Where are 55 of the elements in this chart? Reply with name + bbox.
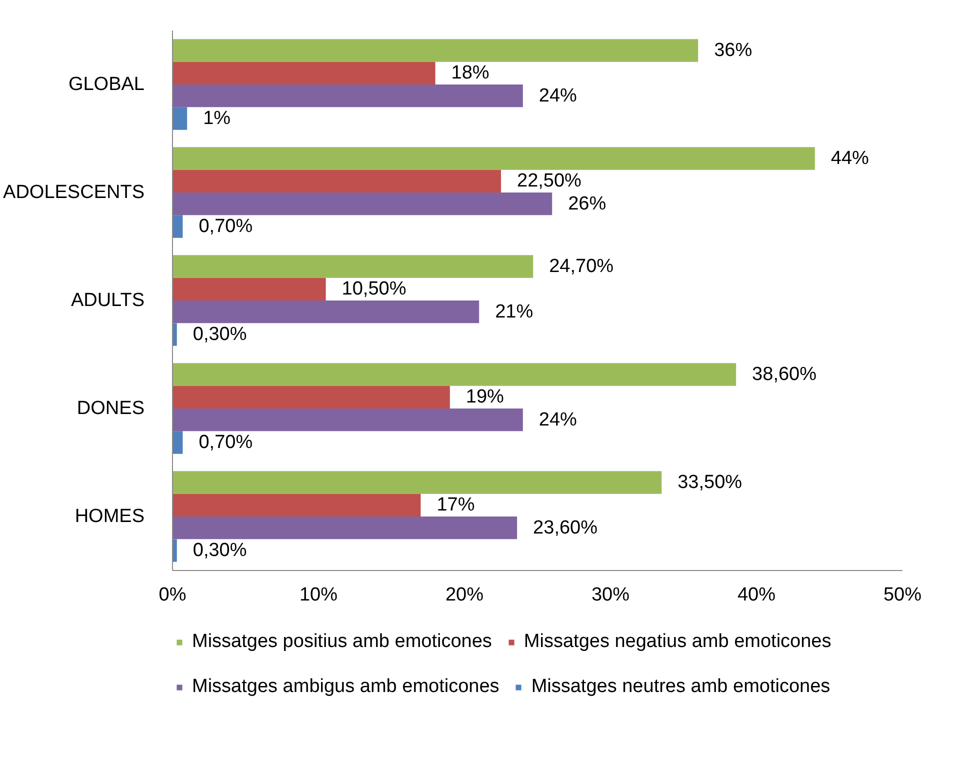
legend-label: Missatges positius amb emoticones: [192, 631, 492, 653]
data-label: 0,30%: [192, 324, 247, 346]
x-tick-label: 50%: [883, 584, 922, 606]
bar: [172, 386, 450, 408]
bar: [172, 471, 662, 494]
bar: [172, 408, 523, 432]
y-tick-label: HOMES: [74, 506, 145, 527]
data-label: 19%: [466, 386, 504, 408]
bar: [172, 278, 326, 300]
bar: [172, 107, 188, 130]
bar: [172, 62, 436, 84]
bar: [172, 84, 523, 108]
data-label: 21%: [495, 301, 534, 322]
data-label: 22,50%: [517, 170, 582, 192]
x-tick-label: 20%: [445, 584, 484, 606]
x-tick-label: 30%: [591, 584, 630, 606]
data-label: 10,50%: [342, 278, 406, 300]
data-label: 38,60%: [752, 364, 817, 385]
x-tick-label: 0%: [158, 584, 186, 606]
data-label: 23,60%: [533, 517, 598, 538]
bar: [172, 363, 736, 386]
bar: [172, 539, 177, 562]
legend-label: Missatges neutres amb emoticones: [531, 676, 830, 698]
legend-label: Missatges ambigus amb emoticones: [192, 676, 500, 698]
data-label: 0,30%: [192, 540, 247, 562]
y-tick-label: DONES: [76, 398, 145, 419]
bar: [172, 494, 421, 516]
data-label: 36%: [714, 40, 752, 61]
bar: [172, 431, 183, 454]
data-label: 26%: [568, 193, 606, 214]
bar: [172, 215, 183, 238]
bar: [172, 300, 480, 324]
data-label: 24%: [538, 85, 578, 106]
bar: [172, 323, 177, 346]
y-tick-label: ADOLESCENTS: [3, 182, 145, 203]
bar: [172, 255, 534, 278]
data-label: 24,70%: [549, 256, 614, 277]
y-tick-label: GLOBAL: [68, 74, 145, 95]
data-label: 18%: [451, 62, 490, 84]
bar: [172, 147, 815, 170]
x-tick-label: 10%: [299, 584, 338, 606]
legend-label: Missatges negatius amb emoticones: [524, 631, 832, 653]
bar: [172, 192, 552, 216]
bar: [172, 516, 518, 540]
data-label: 0,70%: [198, 432, 253, 454]
data-label: 0,70%: [198, 216, 253, 238]
data-label: 1%: [203, 108, 231, 130]
data-label: 44%: [830, 148, 870, 169]
data-label: 24%: [538, 409, 578, 430]
x-tick-label: 40%: [737, 584, 776, 606]
data-label: 17%: [436, 494, 475, 516]
y-tick-label: ADULTS: [70, 290, 145, 311]
data-label: 33,50%: [678, 472, 742, 493]
bar: [172, 39, 698, 62]
bar: [172, 170, 501, 192]
